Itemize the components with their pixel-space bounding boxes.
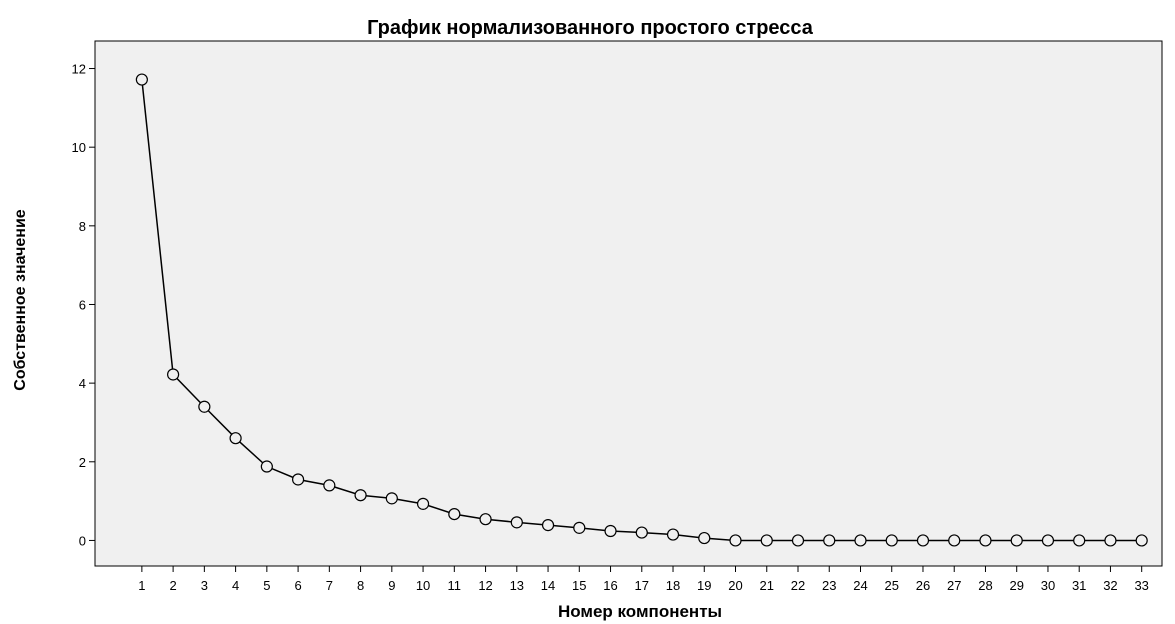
x-tick-label: 19 [697, 578, 711, 593]
plot-area [94, 40, 1163, 567]
x-tick-label: 27 [947, 578, 961, 593]
data-point [916, 534, 930, 547]
x-tick-label: 6 [294, 578, 301, 593]
data-point [698, 531, 711, 545]
data-point [1010, 534, 1023, 547]
y-tick-label: 12 [72, 62, 86, 77]
x-tick-label: 21 [760, 578, 774, 593]
data-point [448, 507, 461, 521]
x-tick-label: 8 [357, 578, 364, 593]
data-point [198, 400, 211, 413]
data-point [135, 73, 148, 86]
x-tick-label: 14 [541, 578, 555, 593]
y-tick-label: 8 [79, 219, 86, 234]
x-tick-label: 7 [326, 578, 333, 593]
x-tick-label: 9 [388, 578, 395, 593]
data-point [823, 534, 836, 547]
x-tick-label: 11 [448, 578, 462, 593]
y-axis: 0 2 4 6 8 10 12 [72, 62, 95, 548]
x-tick-label: 24 [853, 578, 867, 593]
data-point [1135, 534, 1148, 547]
y-tick-label: 0 [79, 533, 86, 548]
x-tick-label: 29 [1009, 578, 1023, 593]
y-axis-label: Собственное значение [12, 209, 29, 391]
x-tick-label: 22 [791, 578, 805, 593]
data-point [260, 460, 273, 473]
x-tick-label: 4 [232, 578, 239, 593]
data-point [291, 473, 305, 486]
data-point [1073, 534, 1086, 547]
data-point [948, 534, 961, 547]
data-point [885, 534, 898, 547]
x-tick-label: 13 [510, 578, 524, 593]
x-tick-label: 32 [1103, 578, 1117, 593]
x-tick-label: 2 [169, 578, 176, 593]
data-point [1041, 534, 1055, 547]
x-axis: 1 2 3 4 5 6 7 8 9 10 11 12 13 14 15 16 17 18 19 20 21 22 23 24 2… [138, 566, 1149, 593]
data-point [604, 524, 617, 538]
data-point [510, 516, 523, 529]
x-tick-label: 10 [416, 578, 430, 593]
data-point [635, 526, 648, 539]
x-tick-label: 3 [201, 578, 208, 593]
x-tick-label: 31 [1072, 578, 1086, 593]
data-point [479, 513, 492, 526]
chart-title: График нормализованного простого стресса [367, 17, 814, 39]
x-axis-label: Номер компоненты [558, 602, 722, 621]
data-point [1104, 534, 1117, 547]
y-tick-label: 4 [79, 376, 86, 391]
x-tick-label: 28 [978, 578, 992, 593]
data-point [385, 492, 398, 505]
data-point [791, 534, 805, 547]
x-tick-label: 15 [572, 578, 586, 593]
x-tick-label: 30 [1041, 578, 1055, 593]
x-tick-label: 1 [138, 578, 145, 593]
data-point [229, 432, 242, 445]
x-tick-label: 5 [263, 578, 270, 593]
x-tick-label: 12 [478, 578, 492, 593]
data-point [541, 519, 555, 532]
x-tick-label: 26 [916, 578, 930, 593]
x-tick-label: 25 [885, 578, 899, 593]
y-tick-label: 10 [72, 140, 86, 155]
data-point [416, 497, 430, 510]
data-point [573, 521, 586, 534]
data-series [135, 73, 1148, 547]
data-point [354, 489, 367, 502]
x-tick-label: 20 [728, 578, 742, 593]
data-point [167, 368, 180, 381]
data-point [729, 534, 742, 547]
x-tick-label: 33 [1134, 578, 1148, 593]
x-tick-label: 17 [635, 578, 649, 593]
data-point [666, 528, 680, 541]
y-tick-label: 6 [79, 297, 86, 312]
y-tick-label: 2 [79, 455, 86, 470]
data-point [760, 534, 773, 547]
x-tick-label: 16 [603, 578, 617, 593]
data-point [854, 534, 867, 547]
data-point [979, 534, 992, 547]
x-tick-label: 18 [666, 578, 680, 593]
data-point [323, 479, 336, 492]
x-tick-label: 23 [822, 578, 836, 593]
